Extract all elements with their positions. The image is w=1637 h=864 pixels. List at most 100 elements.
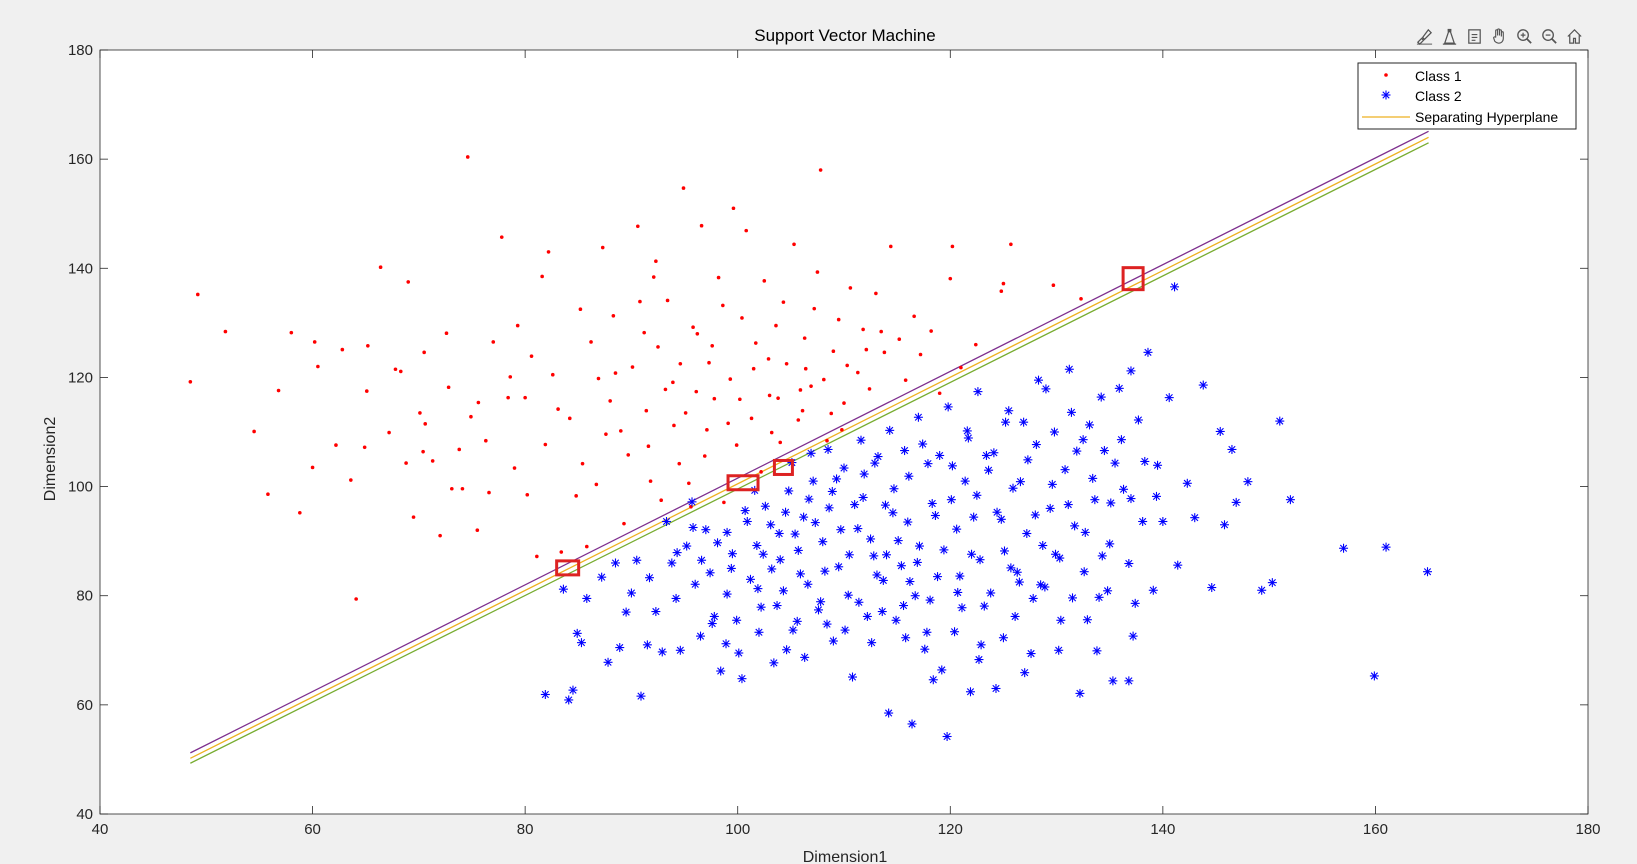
class1-point (874, 291, 878, 296)
class2-point (808, 476, 818, 486)
class2-point (688, 523, 698, 532)
class1-point (423, 422, 428, 426)
zoom-out-icon[interactable] (1538, 25, 1561, 48)
class2-point (937, 665, 947, 675)
class1-point (784, 361, 789, 366)
class1-point (276, 388, 281, 393)
class2-point (1014, 577, 1024, 587)
class2-point (603, 657, 613, 667)
class1-point (929, 329, 933, 333)
class2-point (713, 538, 723, 548)
class2-point (701, 525, 711, 535)
zoom-in-icon[interactable] (1513, 25, 1536, 48)
class1-point (699, 223, 704, 228)
class2-point (753, 584, 763, 594)
class1-point (613, 371, 618, 375)
export-icon[interactable] (1463, 25, 1486, 48)
class1-point (574, 494, 578, 498)
class1-point (903, 378, 908, 382)
class1-point (619, 429, 623, 433)
class2-points (540, 282, 1433, 742)
class1-point (512, 466, 517, 470)
class1-point (728, 377, 733, 381)
class2-point (981, 450, 991, 460)
class2-point (1133, 415, 1143, 425)
brush-icon[interactable] (1413, 25, 1436, 48)
class1-point (822, 377, 826, 382)
class2-point (947, 461, 957, 471)
class2-point (1227, 444, 1237, 454)
class2-point (834, 562, 844, 572)
class1-point (778, 440, 783, 445)
class2-point (1056, 615, 1066, 625)
legend[interactable]: Class 1 Class 2 Separating Hyperplane (1357, 62, 1577, 130)
class1-point (316, 364, 320, 369)
class1-point (918, 352, 923, 357)
class1-point (266, 492, 270, 497)
class1-point (712, 396, 717, 401)
class2-point (799, 512, 809, 522)
class2-point (1151, 491, 1161, 501)
class1-point (567, 416, 572, 421)
class2-point (1066, 407, 1076, 417)
class2-point (1031, 440, 1041, 450)
margin-upper-line (190, 130, 1429, 754)
class1-point (721, 303, 725, 308)
class1-point (476, 400, 481, 405)
legend-label-hyperplane: Separating Hyperplane (1415, 109, 1558, 125)
class2-point (888, 508, 898, 518)
y-tick-label: 120 (68, 369, 93, 386)
class1-point (848, 286, 853, 290)
class2-point (862, 611, 872, 621)
class2-point (707, 619, 717, 629)
class2-point (1099, 446, 1109, 456)
class1-point (298, 510, 302, 515)
x-tick-label: 40 (92, 821, 109, 838)
class1-point (781, 300, 786, 304)
class2-point (682, 541, 692, 551)
class2-point (671, 593, 681, 603)
class2-point (998, 633, 1008, 643)
class2-point (882, 550, 892, 560)
data-tips-icon[interactable] (1438, 25, 1461, 48)
class2-point (965, 687, 975, 697)
axes-frame (99, 49, 1589, 815)
class2-point (967, 549, 977, 559)
class1-point (1009, 242, 1013, 247)
class1-point (809, 384, 813, 388)
class2-point (806, 448, 816, 458)
class2-point (942, 732, 952, 742)
pan-hand-icon[interactable] (1488, 25, 1511, 48)
class1-point (831, 349, 836, 354)
class1-point (393, 367, 398, 372)
class1-point (188, 379, 193, 384)
class2-point (957, 603, 967, 613)
home-icon[interactable] (1563, 25, 1586, 48)
class2-point (800, 652, 810, 662)
class2-point (564, 695, 574, 705)
class2-point (778, 586, 788, 596)
support-vector-box (1121, 266, 1145, 292)
class1-point (450, 486, 454, 491)
class2-point (1124, 676, 1134, 686)
class2-point (976, 640, 986, 650)
class2-point (737, 674, 747, 684)
class1-point (842, 401, 846, 405)
class2-point (1108, 676, 1118, 686)
class1-point (543, 442, 548, 447)
x-tick-label: 100 (725, 821, 750, 838)
class2-point (901, 633, 911, 643)
class2-point (1096, 392, 1106, 402)
class2-point (804, 494, 814, 504)
class1-point (818, 168, 823, 172)
class1-point (1079, 297, 1083, 301)
class2-point (667, 558, 677, 568)
class2-point (922, 627, 932, 637)
class2-point (939, 545, 949, 555)
class2-point (1022, 529, 1032, 539)
class1-point (444, 331, 449, 336)
class2-point (1182, 478, 1192, 488)
class1-point (740, 316, 744, 320)
class2-point (991, 683, 1001, 693)
